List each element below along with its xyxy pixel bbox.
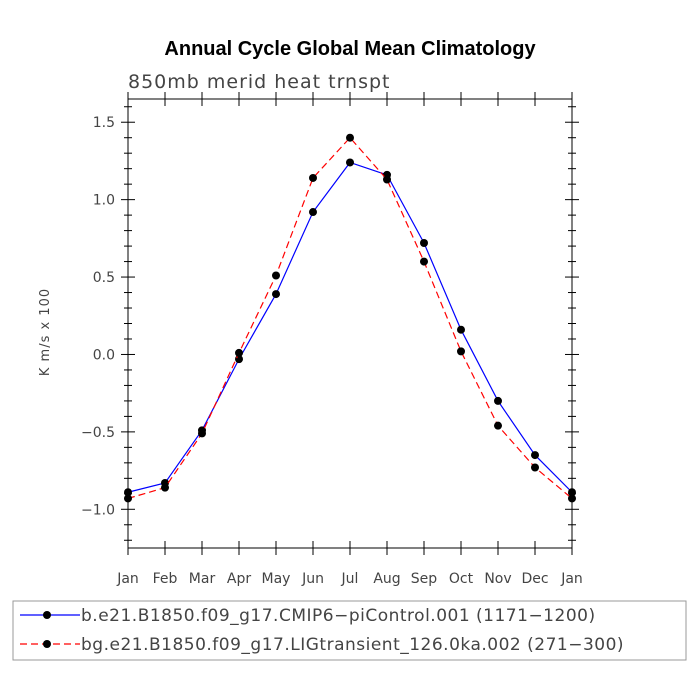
data-point — [124, 488, 132, 497]
data-point — [346, 158, 354, 167]
data-point — [161, 483, 169, 492]
y-axis-label: K m/s x 100 — [38, 288, 53, 376]
x-tick-label: Jul — [341, 571, 359, 587]
data-point — [568, 488, 576, 497]
y-tick-label: 0.5 — [93, 270, 115, 286]
chart-title: Annual Cycle Global Mean Climatology — [164, 38, 536, 60]
x-tick-label: May — [262, 571, 291, 587]
data-point — [568, 494, 576, 503]
series-line — [127, 136, 573, 500]
data-point — [124, 494, 132, 503]
legend-marker — [43, 611, 51, 619]
x-tick-label: Sep — [411, 571, 438, 587]
data-point — [309, 208, 317, 217]
legend-label: bg.e21.B1850.f09_g17.LIGtransient_126.0k… — [81, 635, 624, 655]
data-point — [420, 257, 428, 266]
data-point — [346, 133, 354, 142]
x-tick-label: Nov — [484, 571, 511, 587]
y-tick-label: 0.0 — [93, 347, 115, 363]
data-point — [309, 173, 317, 182]
data-point — [383, 175, 391, 184]
x-tick-label: Jan — [116, 571, 139, 587]
x-tick-label: Jun — [301, 571, 324, 587]
legend-entry-2: bg.e21.B1850.f09_g17.LIGtransient_126.0k… — [20, 635, 624, 655]
data-point — [531, 463, 539, 472]
y-tick-label: −0.5 — [81, 425, 115, 441]
x-tick-labels: Jan Feb Mar Apr May Jun Jul Aug Sep Oct Nov Dec Jan — [116, 571, 583, 587]
data-point — [235, 348, 243, 357]
series-2 — [124, 133, 576, 503]
legend-entry-1: b.e21.B1850.f09_g17.CMIP6−piControl.001 … — [20, 606, 596, 626]
legend-marker — [43, 640, 51, 648]
x-tick-label: Dec — [521, 571, 548, 587]
data-point — [531, 451, 539, 460]
legend-box — [12, 600, 687, 661]
legend-label: b.e21.B1850.f09_g17.CMIP6−piControl.001 … — [81, 606, 596, 626]
series-line — [127, 161, 573, 493]
y-tick-label: 1.5 — [93, 115, 115, 131]
x-tick-label: Feb — [153, 571, 178, 587]
x-tick-label: Oct — [449, 571, 474, 587]
y-tick-label: 1.0 — [93, 193, 115, 209]
data-point — [198, 429, 206, 438]
x-tick-label: Jan — [560, 571, 583, 587]
data-point — [272, 271, 280, 280]
data-point — [272, 290, 280, 299]
y-tick-label: −1.0 — [81, 502, 115, 518]
data-point — [420, 238, 428, 247]
series-1 — [124, 158, 576, 497]
chart-subtitle: 850mb merid heat trnspt — [128, 71, 391, 93]
legend: b.e21.B1850.f09_g17.CMIP6−piControl.001 … — [20, 606, 624, 655]
series-layer — [124, 133, 576, 503]
data-point — [494, 396, 502, 405]
data-point — [457, 347, 465, 356]
y-tick-labels: −1.0 −0.5 0.0 0.5 1.0 1.5 — [81, 115, 115, 518]
x-tick-label: Mar — [189, 571, 216, 587]
data-point — [494, 421, 502, 430]
axis-ticks — [121, 92, 579, 555]
x-tick-label: Aug — [373, 571, 400, 587]
x-tick-label: Apr — [227, 571, 251, 587]
data-point — [457, 325, 465, 334]
